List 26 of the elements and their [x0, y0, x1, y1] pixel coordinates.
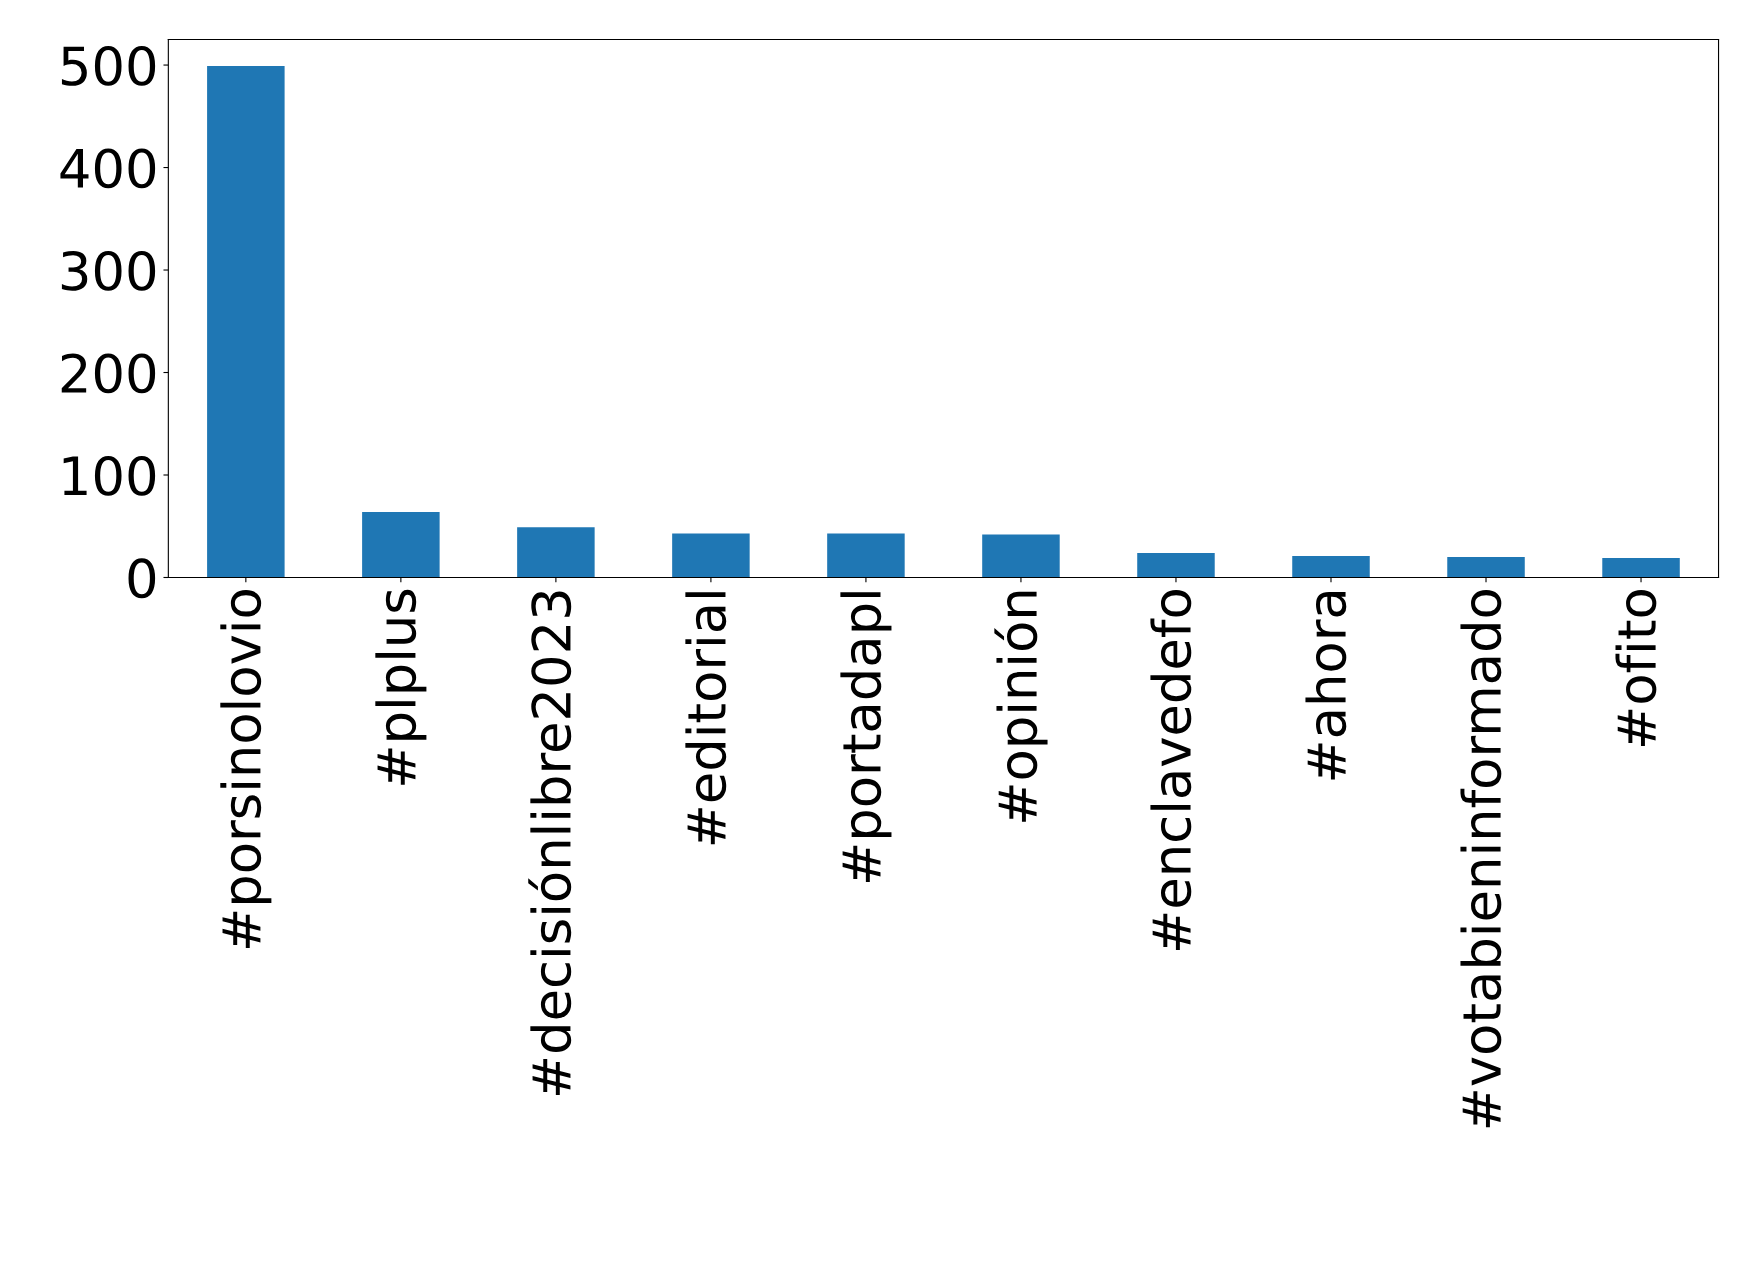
- bar: [672, 533, 750, 578]
- y-tick-label: 500: [61, 45, 156, 86]
- x-tick-label: #enclavedefo: [1150, 590, 1192, 950]
- x-tick-label: #editorial: [685, 592, 727, 845]
- bar: [517, 527, 595, 578]
- x-tick-label: #porsinolovio: [220, 590, 272, 948]
- bar: [1137, 552, 1215, 578]
- bar: [207, 66, 285, 578]
- x-tick-label: #ofito: [1615, 590, 1657, 746]
- y-tick-label: 200: [61, 353, 156, 394]
- x-tick-label: #plplus: [375, 589, 427, 785]
- x-tick-label: #portadapl: [840, 592, 892, 882]
- bar: [1447, 556, 1525, 578]
- bar: [362, 511, 440, 578]
- bar: [1292, 555, 1370, 578]
- bar: [982, 534, 1060, 578]
- x-tick-label: #decisiónlibre2023: [528, 591, 572, 1096]
- x-tick-label: #ahora: [1305, 592, 1347, 780]
- y-tick-label: 300: [61, 250, 156, 291]
- x-tick-label: #votabieninformado: [1460, 590, 1502, 1128]
- y-tick-label: 100: [63, 455, 156, 496]
- x-tick-label: #opinión: [994, 591, 1048, 822]
- bar: [827, 533, 905, 578]
- y-tick-label: 0: [128, 558, 156, 599]
- y-tick-label: 400: [60, 148, 156, 189]
- bar: [1602, 558, 1680, 578]
